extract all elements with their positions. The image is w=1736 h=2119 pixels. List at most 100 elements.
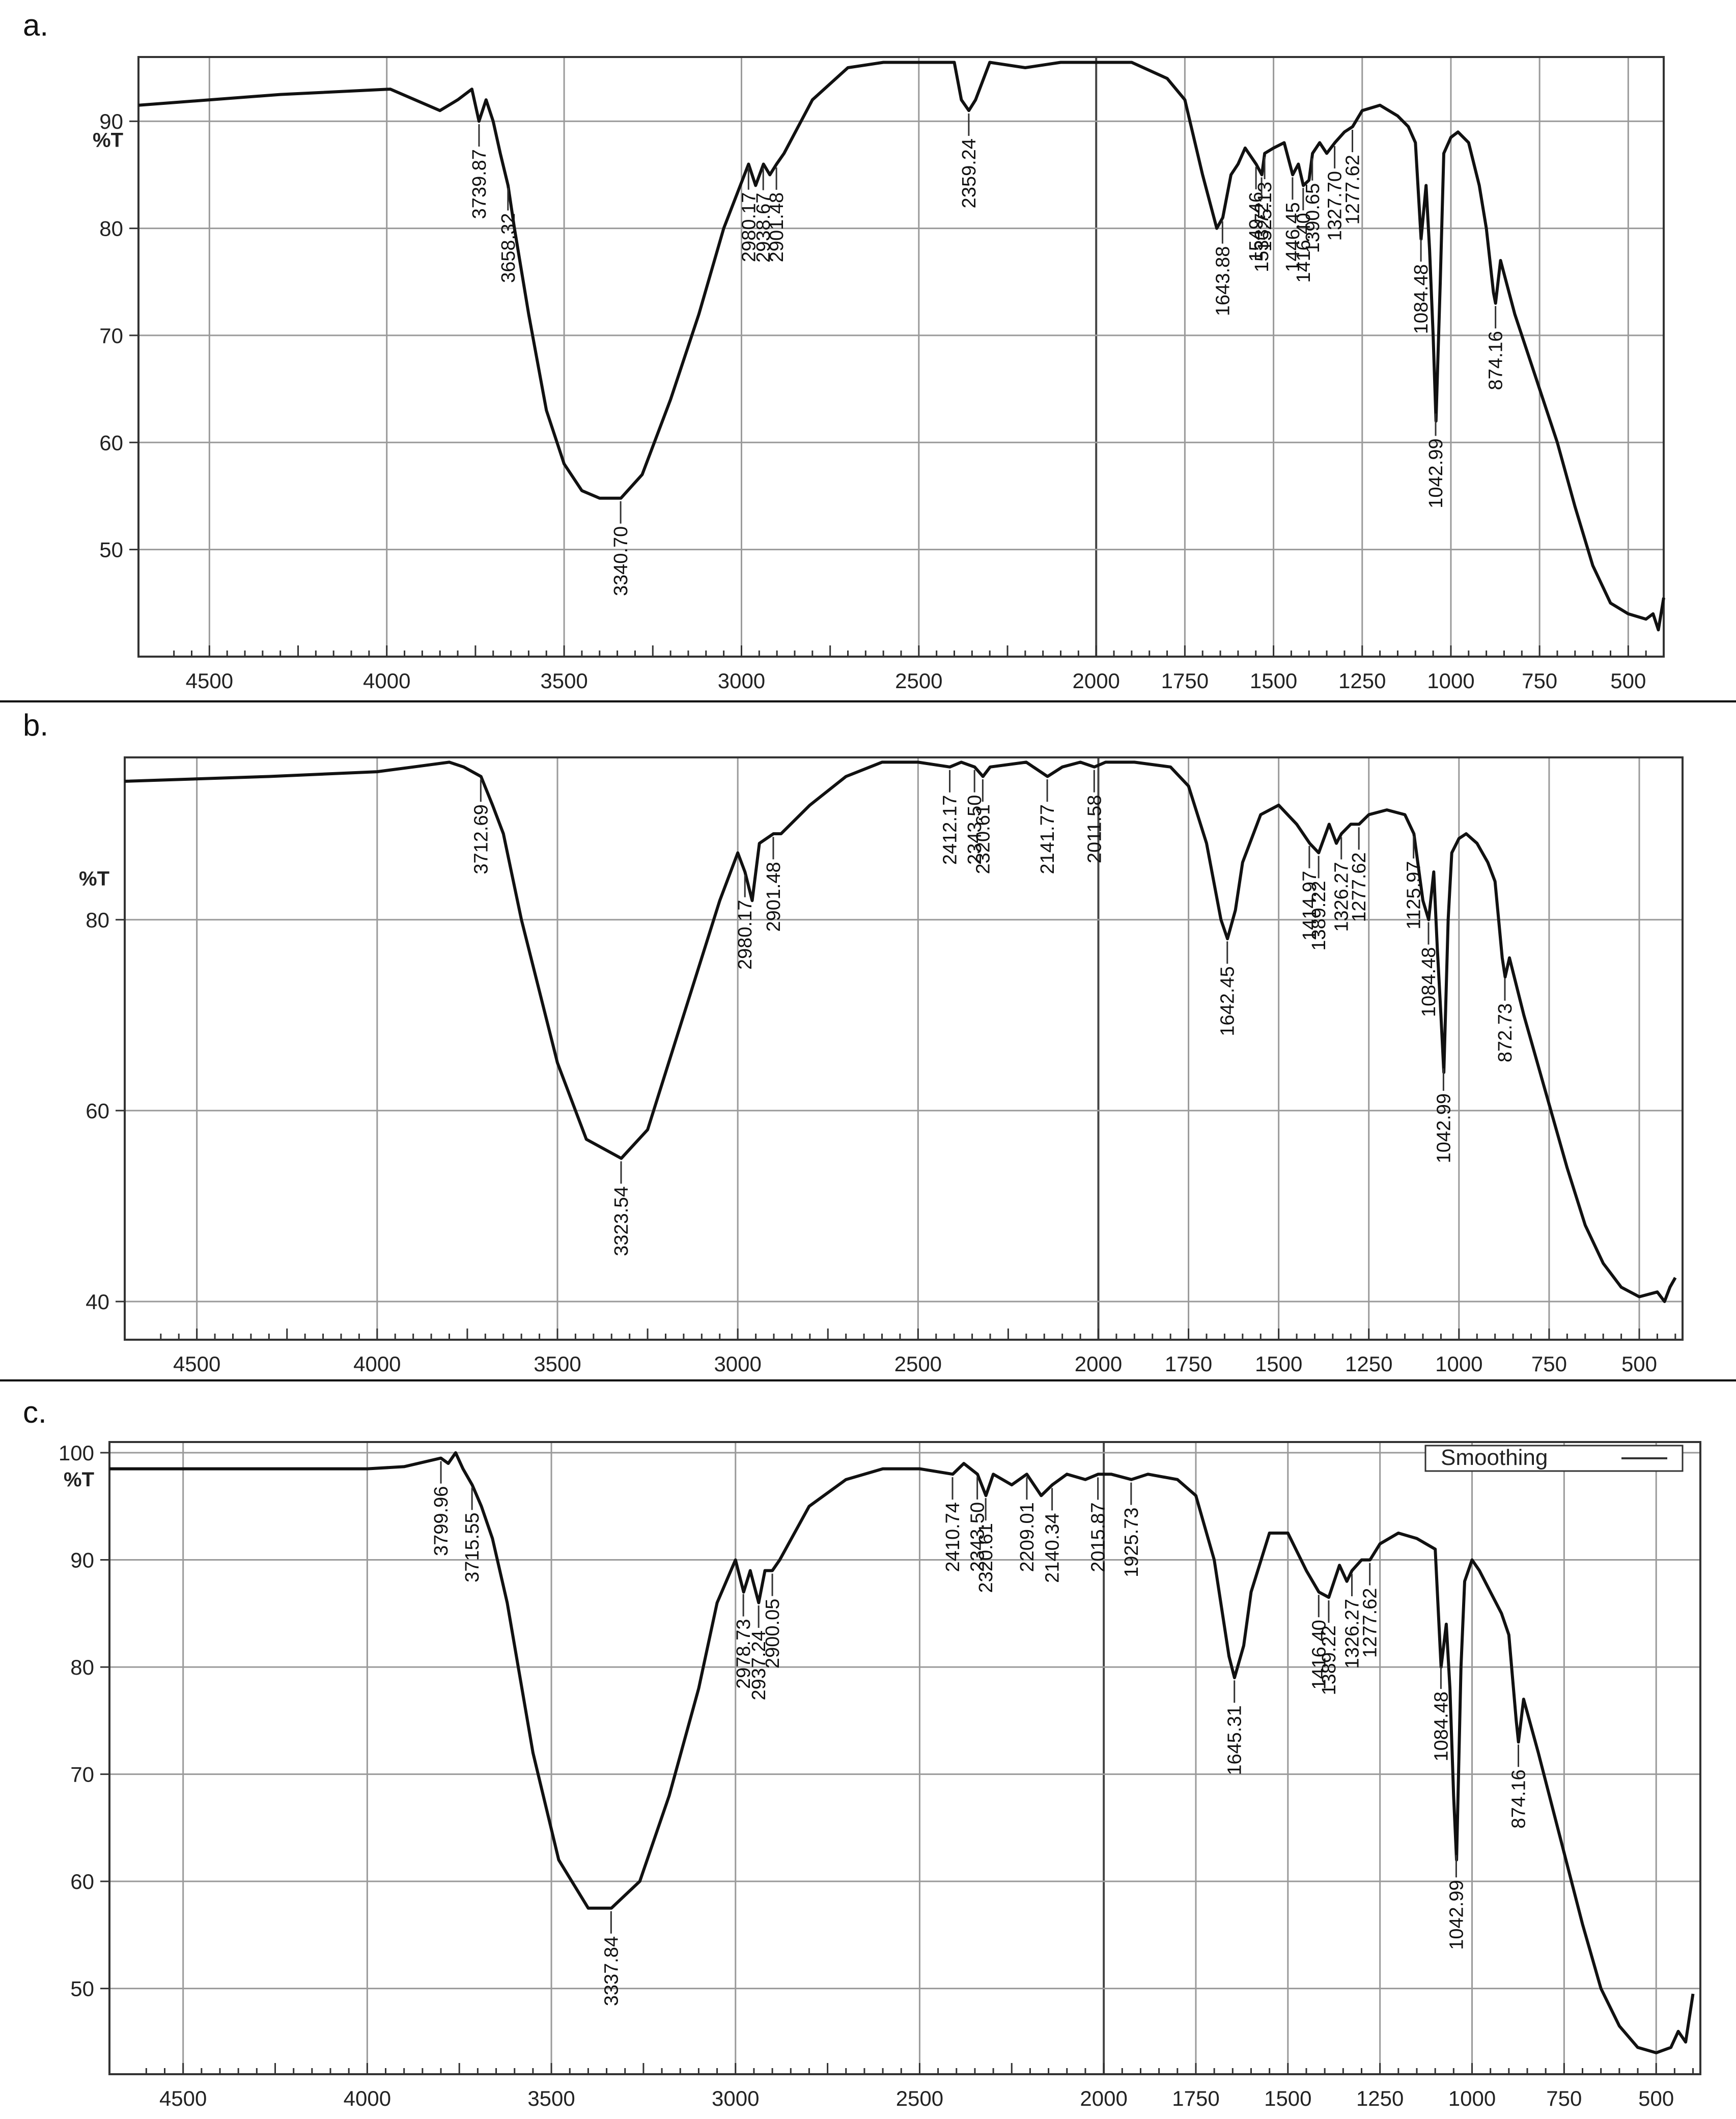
peak-label: 2359.24 (959, 138, 980, 208)
peak-label: 1446.45 (1282, 202, 1304, 272)
x-tick-label: 500 (1610, 669, 1646, 693)
x-tick-label: 1000 (1448, 2086, 1496, 2110)
panel-label: c. (23, 1395, 47, 1429)
peak-label: 2320.61 (972, 804, 994, 874)
x-tick-label: 2000 (1072, 669, 1119, 693)
peak-label: 2140.34 (1042, 1513, 1063, 1583)
x-tick-label: 1500 (1255, 1352, 1302, 1376)
peak-label: 1645.31 (1224, 1705, 1246, 1775)
peak-label: 1389.22 (1308, 881, 1330, 950)
spectrum-line (124, 760, 1677, 1303)
x-tick-label: 1000 (1435, 1352, 1482, 1376)
x-tick-label: 1750 (1161, 669, 1209, 693)
peak-label: 3799.96 (431, 1486, 452, 1556)
peak-label: 874.16 (1486, 331, 1507, 390)
peak-label: 1125.97 (1404, 861, 1425, 930)
x-tick-label: 500 (1638, 2086, 1674, 2110)
peak-label: 3323.54 (611, 1186, 632, 1256)
y-tick-label: 50 (99, 538, 123, 562)
x-tick-label: 3500 (527, 2086, 575, 2110)
y-tick-label: 80 (70, 1655, 94, 1679)
peak-label: 3712.69 (470, 804, 492, 874)
peak-label: 1414.97 (1299, 871, 1321, 941)
peak-label: 1533.72 (1251, 202, 1273, 272)
peak-label: 1042.99 (1425, 438, 1447, 508)
x-tick-label: 1750 (1165, 1352, 1212, 1376)
peak-label: 3340.70 (610, 526, 632, 596)
x-tick-label: 3500 (540, 669, 587, 693)
peak-label: 1042.99 (1446, 1880, 1467, 1950)
panel-b: b. 4500 4000 3500 3000 2500 2000 1750 1500 1250 10… (23, 708, 1684, 1376)
spectrum-line (109, 1451, 1695, 2054)
x-tick-label: 4000 (363, 669, 410, 693)
peak-label: 1525.13 (1254, 182, 1276, 251)
y-tick-label: 90 (99, 109, 123, 133)
panel-label: a. (23, 8, 48, 42)
x-tick-label: 3500 (534, 1352, 581, 1376)
peak-label: 872.73 (1495, 1003, 1516, 1062)
peak-label: 2901.48 (766, 192, 788, 262)
peak-label: 2320.61 (975, 1523, 997, 1593)
peak-label: 2343.50 (964, 795, 986, 865)
x-tick-label: 750 (1546, 2086, 1582, 2110)
peak-label: 2901.48 (763, 862, 785, 931)
peak-label: 874.16 (1508, 1769, 1530, 1828)
panel-label: b. (23, 708, 48, 742)
peak-label: 1326.27 (1331, 862, 1353, 931)
x-tick-label: 2500 (896, 2086, 943, 2110)
peak-label: 2011.58 (1084, 795, 1105, 864)
y-tick-label: 80 (86, 908, 109, 932)
peak-label: 1277.62 (1360, 1588, 1381, 1658)
y-tick-label: 60 (86, 1099, 109, 1123)
peak-label: 2938.67 (753, 193, 774, 263)
x-tick-label: 500 (1621, 1352, 1657, 1376)
peak-label: 2980.17 (735, 900, 756, 970)
peak-label: 1277.62 (1342, 155, 1364, 224)
x-tick-label: 3000 (712, 2086, 759, 2110)
y-tick-label: 70 (70, 1763, 94, 1787)
peak-label: 2209.01 (1017, 1502, 1038, 1572)
x-tick-label: 1750 (1172, 2086, 1219, 2110)
peak-label: 1549.46 (1246, 192, 1267, 262)
peak-label: 1416.40 (1293, 213, 1314, 282)
x-tick-label: 750 (1531, 1352, 1567, 1376)
x-tick-label: 1500 (1264, 2086, 1311, 2110)
y-unit-label: %T (79, 868, 109, 890)
x-tick-label: 2500 (895, 669, 942, 693)
x-tick-label: 1500 (1250, 669, 1297, 693)
y-unit-label: %T (93, 129, 123, 152)
y-tick-label: 40 (86, 1290, 109, 1314)
x-tick-label: 4000 (344, 2086, 391, 2110)
legend-entry: Smoothing (1441, 1445, 1548, 1470)
x-tick-label: 3000 (714, 1352, 761, 1376)
peak-label: 3337.84 (601, 1936, 622, 2006)
peak-label: 2141.77 (1037, 804, 1058, 874)
x-tick-label: 3000 (718, 669, 765, 693)
x-tick-label: 1250 (1338, 669, 1386, 693)
peak-label: 2980.17 (738, 192, 760, 262)
peak-label: 3739.87 (469, 149, 490, 219)
y-tick-label: 80 (99, 217, 123, 241)
peak-label: 1327.70 (1325, 171, 1346, 241)
y-tick-label: 60 (70, 1870, 94, 1894)
peak-label: 2900.05 (762, 1599, 783, 1669)
peak-label: 2978.73 (733, 1619, 754, 1689)
y-tick-label: 50 (70, 1977, 94, 2001)
x-tick-label: 4500 (173, 1352, 220, 1376)
peak-label: 1084.48 (1431, 1691, 1452, 1761)
peak-label: 1642.45 (1217, 966, 1239, 1036)
peak-label: 1042.99 (1433, 1093, 1454, 1163)
peak-label: 1326.27 (1341, 1599, 1363, 1669)
peak-label: 1390.65 (1302, 183, 1324, 253)
x-tick-label: 1250 (1345, 1352, 1392, 1376)
peak-label: 1389.22 (1319, 1625, 1340, 1695)
peak-label: 1925.73 (1121, 1508, 1142, 1577)
x-tick-label: 2000 (1075, 1352, 1122, 1376)
peak-label: 2412.17 (940, 795, 961, 865)
x-tick-label: 2000 (1080, 2086, 1127, 2110)
peak-label: 2937.24 (748, 1630, 770, 1700)
y-tick-label: 60 (99, 431, 123, 455)
x-tick-label: 2500 (894, 1352, 942, 1376)
peak-label: 1277.62 (1349, 852, 1370, 922)
x-tick-label: 1250 (1356, 2086, 1404, 2110)
